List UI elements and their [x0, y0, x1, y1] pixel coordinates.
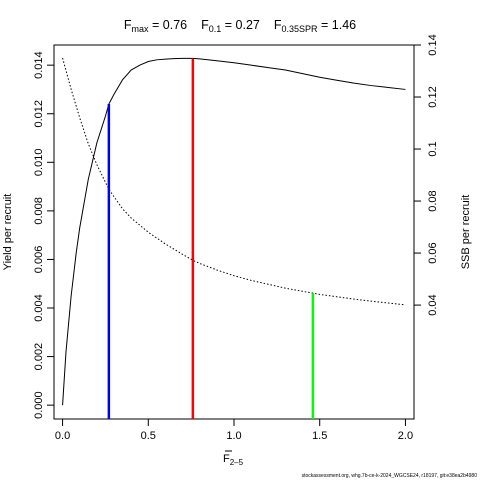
y-left-tick-label: 0.008 — [33, 197, 45, 225]
y-right-tick-label: 0.04 — [427, 294, 439, 315]
title-fspr-value: = 1.46 — [318, 18, 357, 32]
title-fmax-sub: max — [132, 24, 150, 34]
y-axis-left: 0.000 0.002 0.004 0.006 0.008 0.010 0.012 0.014 — [33, 51, 54, 419]
x-axis-title-main: F — [223, 453, 230, 465]
title-fspr-symbol: F — [274, 18, 282, 32]
ssb-per-recruit-line — [62, 57, 406, 306]
footnote: stockassessment.org, whg.7b-ce-k-2024_WG… — [302, 473, 478, 479]
y-left-tick-label: 0.006 — [33, 246, 45, 274]
x-tick-label: 1.0 — [226, 430, 241, 442]
y-left-tick-label: 0.010 — [33, 149, 45, 177]
x-tick-label: 2.0 — [398, 430, 413, 442]
y-left-tick-label: 0.004 — [33, 294, 45, 322]
y-axis-right-title: SSB per recruit — [460, 195, 472, 270]
x-axis-title-sub: 2–5 — [230, 458, 244, 467]
x-tick-label: 0.5 — [141, 430, 156, 442]
y-left-tick-label: 0.000 — [33, 391, 45, 419]
title-f01-sub: 0.1 — [209, 24, 222, 34]
title-fmax-value: = 0.76 — [149, 18, 188, 32]
x-tick-label: 1.5 — [312, 430, 327, 442]
y-left-tick-label: 0.002 — [33, 343, 45, 371]
yield-per-recruit-line — [62, 57, 406, 406]
y-right-tick-label: 0.08 — [427, 190, 439, 211]
title-f01-symbol: F — [201, 18, 209, 32]
y-right-tick-label: 0.1 — [427, 141, 439, 156]
reference-lines — [107, 58, 315, 419]
y-axis-right: 0.04 0.06 0.08 0.1 0.12 0.14 — [414, 34, 439, 316]
x-tick-label: 0.0 — [55, 430, 70, 442]
y-right-tick-label: 0.14 — [427, 34, 439, 55]
title-f01-value: = 0.27 — [221, 18, 260, 32]
y-left-tick-label: 0.012 — [33, 100, 45, 128]
y-right-tick-label: 0.12 — [427, 86, 439, 107]
y-axis-left-title: Yield per recruit — [2, 194, 14, 271]
title-fspr-sub: 0.35SPR — [282, 24, 319, 34]
y-left-tick-label: 0.014 — [33, 51, 45, 79]
y-right-tick-label: 0.06 — [427, 242, 439, 263]
title-fmax-symbol: F — [124, 18, 132, 32]
x-axis-title: F2–5 — [223, 453, 244, 467]
series-layer — [62, 57, 406, 406]
chart-title: Fmax = 0.76 F0.1 = 0.27 F0.35SPR = 1.46 — [124, 18, 356, 34]
x-axis: 0.0 0.5 1.0 1.5 2.0 — [55, 419, 413, 442]
